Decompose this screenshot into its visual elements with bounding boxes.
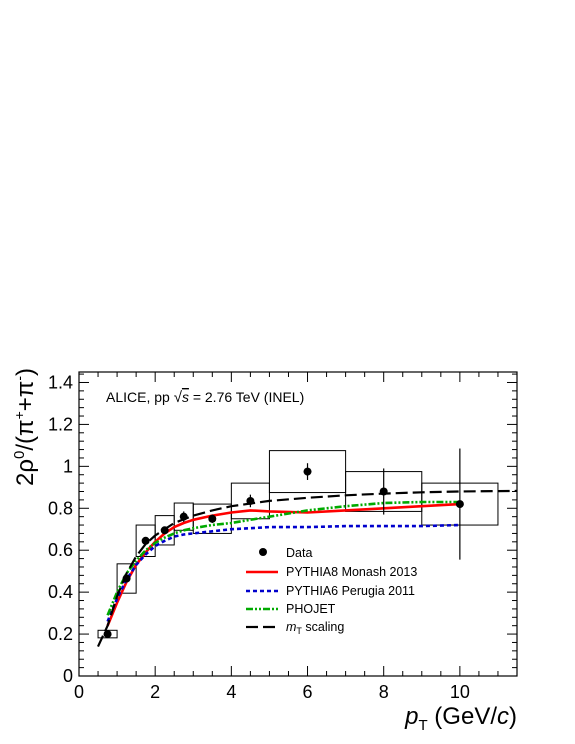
- x-axis-sub: T: [418, 717, 427, 734]
- axis-ticks: [78, 372, 518, 677]
- legend-mt-sub: T: [296, 626, 302, 636]
- x-axis-unit-c: c: [497, 703, 509, 730]
- y-axis-open: /(π: [12, 419, 39, 450]
- legend-data-label: Data: [286, 546, 312, 560]
- curve-scaling: [97, 489, 518, 648]
- y-axis-title: 2ρ0/(π++π-): [11, 368, 39, 486]
- data-point: [303, 467, 312, 476]
- legend: Data PYTHIA8 Monash 2013 PYTHIA6 Perugia…: [246, 546, 417, 636]
- y-tick-label: 0.6: [48, 540, 73, 560]
- data-point: [179, 512, 188, 521]
- data-point: [141, 536, 150, 545]
- y-tick-label: 1.4: [48, 372, 73, 392]
- y-tick-label: 1.2: [48, 414, 73, 434]
- annotation-sqrt-s: s: [182, 389, 189, 405]
- legend-pythia6-label: PYTHIA6 Perugia 2011: [286, 584, 415, 598]
- x-tick-label: 8: [379, 682, 389, 702]
- y-tick-label: 0: [63, 666, 73, 686]
- legend-data-marker: [259, 548, 267, 556]
- y-axis-close: ): [12, 368, 39, 376]
- data-point: [208, 514, 217, 523]
- annotation: ALICE, pp √s = 2.76 TeV (INEL): [106, 389, 304, 406]
- systematic-box: [116, 563, 137, 594]
- x-tick-label: 10: [450, 682, 470, 702]
- x-tick-label: 2: [150, 682, 160, 702]
- x-axis-unit-close: ): [509, 703, 517, 730]
- y-tick-label: 0.4: [48, 582, 73, 602]
- y-tick-label: 0.8: [48, 498, 73, 518]
- y-tick-label: 0.2: [48, 624, 73, 644]
- x-tick-label: 0: [74, 682, 84, 702]
- y-axis-plus: +: [11, 411, 27, 419]
- plot-frame: [78, 371, 518, 677]
- y-axis-mid: +π: [12, 381, 39, 412]
- sqrt-sign: √: [174, 389, 183, 406]
- y-axis-two: 2: [12, 473, 39, 486]
- data-point: [379, 487, 388, 496]
- axis-tick-labels: 0 2 4 6 8 10 0 0.2 0.4 0.6 0.8 1 1.2 1.4: [48, 372, 470, 702]
- y-axis-zero: 0: [11, 451, 28, 459]
- x-axis-title: pT (GeV/c): [404, 703, 517, 734]
- y-tick-label: 1: [63, 456, 73, 476]
- legend-mt-prefix: m: [286, 620, 296, 634]
- y-axis-minus: -: [11, 376, 27, 381]
- x-axis-unit-open: (GeV/: [428, 703, 498, 730]
- data-point: [246, 496, 255, 505]
- legend-pythia8-label: PYTHIA8 Monash 2013: [286, 565, 417, 579]
- data-point: [455, 500, 464, 509]
- annotation-suffix: = 2.76 TeV (INEL): [189, 389, 304, 405]
- legend-mt-suffix: scaling: [302, 620, 344, 634]
- data-point: [103, 630, 112, 639]
- data-point: [122, 574, 131, 583]
- x-axis-symbol: p: [404, 703, 418, 730]
- model-curves: [97, 489, 518, 648]
- annotation-prefix: ALICE, pp: [106, 389, 174, 405]
- x-tick-label: 4: [226, 682, 236, 702]
- x-tick-label: 6: [303, 682, 313, 702]
- y-axis-rho: ρ: [12, 459, 39, 473]
- curve-phojet: [106, 500, 460, 616]
- legend-phojet-label: PHOJET: [286, 602, 336, 616]
- legend-mt-label: mT scaling: [286, 620, 344, 636]
- data-point: [160, 526, 169, 535]
- curve-pythia6-perugia-2011: [106, 523, 460, 622]
- data-points: [103, 448, 464, 639]
